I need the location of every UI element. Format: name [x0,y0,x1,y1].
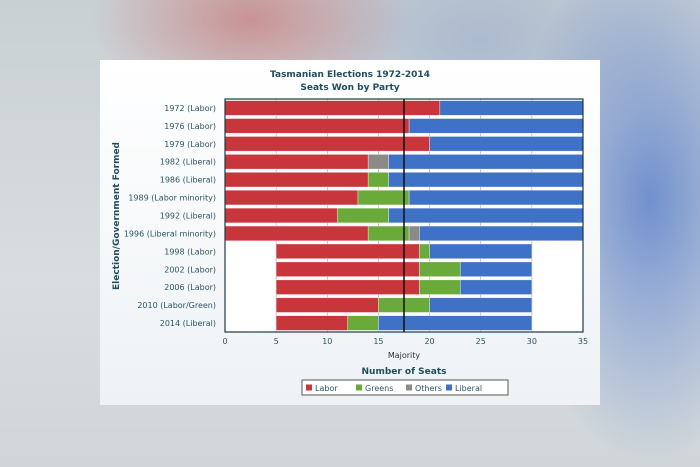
bar-liberal[interactable] [388,172,584,188]
legend-swatch-liberal [446,384,452,391]
bar-liberal[interactable] [388,154,584,170]
bar-labor[interactable] [224,225,369,242]
bar-labor[interactable] [275,279,420,295]
bar-labor[interactable] [224,207,338,224]
y-tick-label: 2014 (Liberal) [160,319,216,328]
legend-swatch-labor [306,384,312,391]
y-tick-label: 1979 (Labor) [164,140,216,149]
bar-liberal[interactable] [459,261,533,277]
bar-liberal[interactable] [408,189,584,206]
bar-liberal[interactable] [388,207,584,224]
bar-liberal[interactable] [439,100,584,116]
bar-greens[interactable] [419,279,461,295]
bar-greens[interactable] [357,189,410,206]
bar-labor[interactable] [275,243,420,259]
bar-labor[interactable] [275,261,420,277]
bar-greens[interactable] [337,207,389,224]
bar-greens[interactable] [367,225,410,242]
bar-labor[interactable] [224,118,410,134]
legend-item-greens[interactable]: Greens [365,384,393,393]
bar-liberal[interactable] [408,118,584,134]
y-tick-label: 1996 (Liberal minority) [124,229,216,238]
y-tick-label: 1986 (Liberal) [160,176,216,185]
y-tick-label: 1972 (Labor) [164,104,216,113]
bar-greens[interactable] [419,261,461,277]
x-tick-label: 30 [527,337,537,346]
x-tick-label: 20 [424,337,434,346]
bar-liberal[interactable] [378,315,533,331]
y-tick-label: 2010 (Labor/Green) [137,301,216,310]
x-tick-label: 10 [322,337,332,346]
legend-item-others[interactable]: Others [415,384,442,393]
bar-liberal[interactable] [459,279,533,295]
y-axis-label: Election/Government Formed [112,142,122,290]
y-tick-label: 1998 (Labor) [164,247,216,256]
bar-liberal[interactable] [419,225,584,242]
bar-others[interactable] [367,154,389,170]
legend-item-liberal[interactable]: Liberal [455,384,482,393]
bar-greens[interactable] [367,172,389,188]
legend-item-labor[interactable]: Labor [315,384,338,393]
bar-liberal[interactable] [429,243,533,259]
y-tick-label: 1989 (Labor minority) [128,194,216,203]
bar-labor[interactable] [224,136,430,152]
chart-title: Tasmanian Elections 1972-2014 [270,70,430,80]
bar-labor[interactable] [275,315,349,331]
x-tick-label: 5 [274,337,279,346]
legend-swatch-greens [356,384,362,391]
majority-label: Majority [388,351,421,360]
bar-liberal[interactable] [429,297,533,313]
y-tick-label: 2002 (Labor) [164,265,216,274]
legend-swatch-others [406,384,412,391]
x-tick-label: 25 [476,337,486,346]
x-tick-label: 35 [578,337,588,346]
legend: Labor Greens Others Liberal [301,379,509,396]
y-tick-label: 2006 (Labor) [164,283,216,292]
bar-greens[interactable] [419,243,430,259]
bar-liberal[interactable] [429,136,584,152]
x-axis-label: Number of Seats [362,367,447,377]
legend-box [301,379,509,396]
y-tick-label: 1976 (Labor) [164,122,216,131]
bar-labor[interactable] [275,297,379,313]
bar-labor[interactable] [224,154,369,170]
y-tick-label: 1992 (Liberal) [160,212,216,221]
y-tick-label: 1982 (Liberal) [160,158,216,167]
bar-labor[interactable] [224,100,441,116]
x-tick-label: 0 [222,337,227,346]
bar-greens[interactable] [347,315,379,331]
bar-others[interactable] [408,225,420,242]
bar-labor[interactable] [224,172,369,188]
bar-labor[interactable] [224,189,359,206]
chart-subtitle: Seats Won by Party [300,83,399,93]
x-tick-label: 15 [373,337,383,346]
